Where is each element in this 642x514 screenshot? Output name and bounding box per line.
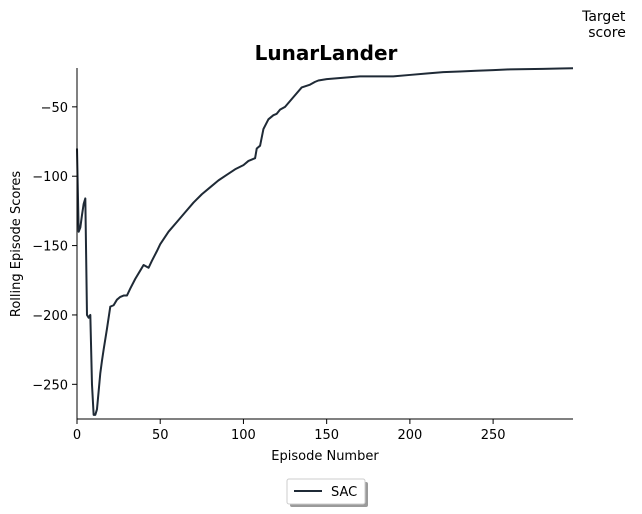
x-tick-label: 100 (231, 428, 256, 443)
series-line-sac (76, 67, 574, 416)
chart-title: LunarLander (255, 41, 398, 65)
y-tick-label: −150 (32, 240, 68, 255)
y-axis-label: Rolling Episode Scores (9, 171, 24, 317)
legend: SAC (286, 478, 368, 507)
y-tick-label: −200 (32, 309, 68, 324)
y-ticks: −50 −100 −150 −200 −250 (32, 101, 77, 393)
target-score-annotation-line2: score (588, 25, 626, 41)
x-tick-label: 150 (314, 428, 339, 443)
y-tick-label: −250 (32, 378, 68, 393)
y-tick-label: −50 (41, 101, 68, 116)
x-tick-label: 250 (481, 428, 506, 443)
x-tick-label: 0 (73, 428, 81, 443)
x-tick-label: 200 (397, 428, 422, 443)
y-tick-label: −100 (32, 170, 68, 185)
x-ticks: 0 50 100 150 200 250 (73, 419, 506, 443)
target-score-annotation: Target score (581, 9, 630, 41)
x-axis-label: Episode Number (271, 449, 379, 464)
legend-box (286, 478, 366, 505)
plot-area (76, 67, 574, 416)
legend-label: SAC (331, 485, 357, 500)
x-tick-label: 50 (152, 428, 169, 443)
target-score-annotation-line1: Target (581, 9, 626, 25)
